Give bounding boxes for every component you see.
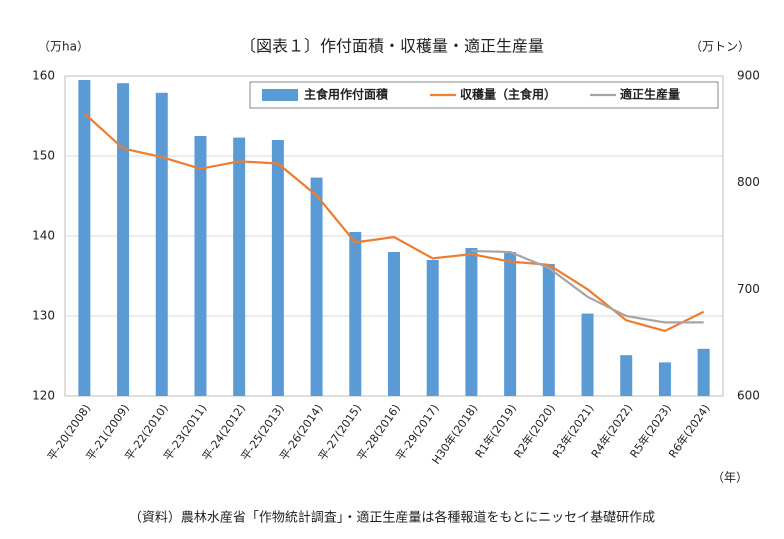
bar [310,177,323,396]
y2-tick-label: 900 [737,69,760,83]
bar [581,313,594,396]
bar [620,355,633,396]
y2-tick-label: 800 [737,175,760,189]
line [471,249,704,324]
legend-label: 適正生産量 [620,87,680,102]
bar [194,136,207,396]
y-axis-label: （万ha） [38,40,89,54]
legend-swatch [262,89,298,101]
bar [697,348,710,396]
y-tick-label: 130 [32,309,55,323]
legend-box [249,81,719,109]
bar [542,264,555,396]
y-tick-label: 140 [32,229,55,243]
bar [117,83,130,396]
bar [504,252,517,396]
bar [426,260,439,396]
y-tick-label: 120 [32,389,55,403]
y2-axis-label: （万トン） [690,40,750,54]
bar [349,232,362,396]
source-note: （資料）農林水産省「作物統計調査」・適正生産量は各種報道をもとにニッセイ基礎研作… [129,510,655,526]
y-tick-label: 160 [32,69,55,83]
line [83,112,705,333]
y2-tick-label: 700 [737,282,760,296]
bar [271,140,284,396]
y2-tick-label: 600 [737,389,760,403]
legend-label: 収穫量（主食用） [460,87,556,102]
bar [658,362,671,396]
bar [388,252,400,396]
bar [78,80,91,396]
y-tick-label: 150 [32,149,55,163]
legend-label: 主食用作付面積 [304,87,389,102]
bar [465,248,478,396]
bar [233,137,246,396]
chart-title: 〔図表１〕作付面積・収穫量・適正生産量 [240,37,544,56]
bar [155,92,168,397]
x-axis-label: （年） [712,471,748,485]
